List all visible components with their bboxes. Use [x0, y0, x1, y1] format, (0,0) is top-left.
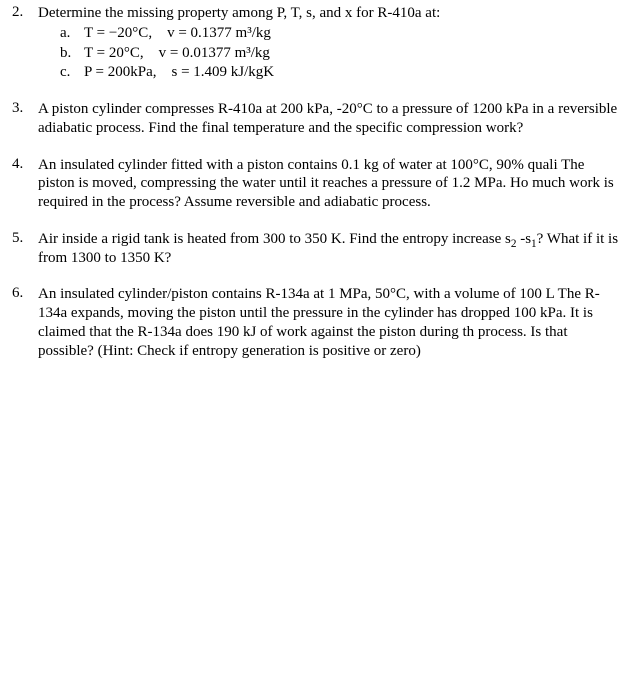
question-5: 5. Air inside a rigid tank is heated fro… — [12, 230, 622, 268]
sub-label: a. — [60, 24, 84, 43]
question-body: A piston cylinder compresses R-410a at 2… — [38, 100, 622, 138]
question-6: 6. An insulated cylinder/piston contains… — [12, 285, 622, 360]
sub-item-b: b. T = 20°C, v = 0.01377 m³/kg — [60, 44, 622, 63]
question-prompt: An insulated cylinder/piston contains R-… — [38, 286, 600, 358]
question-prompt-part: -s — [516, 231, 531, 247]
question-body: An insulated cylinder fitted with a pist… — [38, 156, 622, 212]
question-number: 6. — [12, 285, 38, 360]
sub-content: T = 20°C, v = 0.01377 m³/kg — [84, 44, 622, 63]
question-number: 3. — [12, 100, 38, 138]
sub-label: c. — [60, 63, 84, 82]
question-body: An insulated cylinder/piston contains R-… — [38, 285, 622, 360]
question-prompt: An insulated cylinder fitted with a pist… — [38, 157, 614, 211]
question-4: 4. An insulated cylinder fitted with a p… — [12, 156, 622, 212]
question-number: 4. — [12, 156, 38, 212]
question-2: 2. Determine the missing property among … — [12, 4, 622, 82]
sub-list: a. T = −20°C, v = 0.1377 m³/kg b. T = 20… — [60, 24, 622, 82]
sub-content: P = 200kPa, s = 1.409 kJ/kgK — [84, 63, 622, 82]
question-number: 5. — [12, 230, 38, 268]
question-prompt: A piston cylinder compresses R-410a at 2… — [38, 101, 617, 136]
sub-label: b. — [60, 44, 84, 63]
question-list: 2. Determine the missing property among … — [12, 4, 622, 360]
question-number: 2. — [12, 4, 38, 82]
question-body: Air inside a rigid tank is heated from 3… — [38, 230, 622, 268]
sub-content: T = −20°C, v = 0.1377 m³/kg — [84, 24, 622, 43]
question-prompt: Determine the missing property among P, … — [38, 5, 440, 21]
question-prompt-part: Air inside a rigid tank is heated from 3… — [38, 231, 511, 247]
sub-item-c: c. P = 200kPa, s = 1.409 kJ/kgK — [60, 63, 622, 82]
sub-item-a: a. T = −20°C, v = 0.1377 m³/kg — [60, 24, 622, 43]
question-3: 3. A piston cylinder compresses R-410a a… — [12, 100, 622, 138]
question-body: Determine the missing property among P, … — [38, 4, 622, 82]
